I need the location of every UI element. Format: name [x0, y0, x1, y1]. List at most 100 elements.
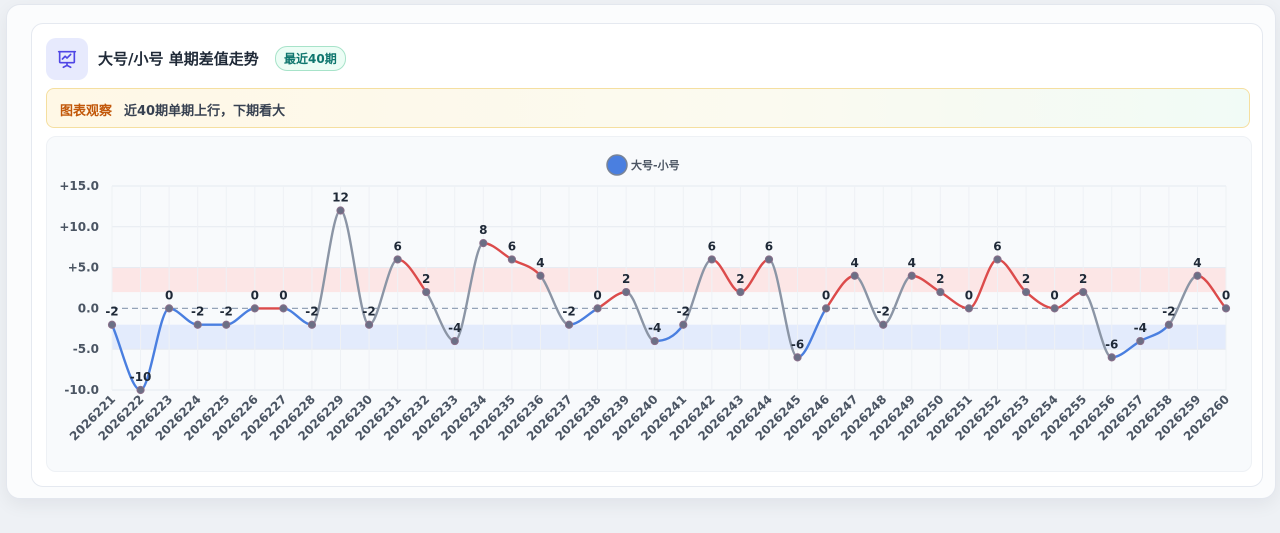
data-point: [450, 336, 459, 346]
data-point: [1107, 353, 1116, 362]
data-point: [1050, 304, 1059, 313]
series-line-segment: [139, 307, 171, 392]
data-label: 0: [251, 288, 259, 302]
data-point: [822, 304, 831, 313]
data-label: 2: [736, 272, 744, 286]
data-label: -4: [648, 321, 661, 335]
observation-text: 近40期单期上行，下期看大: [124, 104, 286, 119]
data-label: 4: [1193, 256, 1201, 270]
data-point: [307, 320, 317, 329]
data-label: -4: [448, 321, 461, 335]
y-tick-label: 0.0: [78, 301, 99, 315]
data-point: [1221, 304, 1231, 313]
data-point: [479, 239, 488, 248]
data-point: [107, 320, 117, 329]
y-tick-label: -5.0: [73, 342, 99, 356]
data-label: -2: [105, 305, 118, 319]
data-label: -2: [362, 305, 375, 319]
data-point: [993, 255, 1002, 264]
data-point: [1079, 287, 1088, 297]
data-label: -2: [677, 305, 690, 319]
data-label: 0: [165, 288, 173, 302]
data-label: 8: [479, 223, 487, 237]
series-line-segment: [339, 209, 371, 326]
series-line-segment: [1053, 290, 1085, 310]
data-label: 4: [536, 256, 544, 270]
data-point: [222, 320, 231, 329]
data-label: -2: [305, 305, 318, 319]
data-point: [679, 320, 688, 329]
data-point: [1193, 271, 1202, 280]
data-label: 2: [936, 272, 944, 286]
data-point: [507, 255, 516, 264]
data-point: [364, 320, 374, 329]
data-point: [736, 287, 745, 297]
data-point: [650, 336, 659, 346]
data-label: 6: [393, 239, 401, 253]
data-label: -10: [130, 370, 152, 384]
data-point: [193, 320, 202, 329]
positive-band: [112, 267, 1226, 293]
data-point: [936, 287, 945, 297]
chart-card: 大号/小号 单期差值走势 最近40期 图表观察 近40期单期上行，下期看大 +1…: [31, 23, 1263, 487]
outer-panel: 大号/小号 单期差值走势 最近40期 图表观察 近40期单期上行，下期看大 +1…: [6, 4, 1276, 499]
y-tick-label: +5.0: [68, 261, 99, 275]
data-label: -2: [1162, 305, 1175, 319]
data-point: [136, 385, 145, 395]
data-point: [393, 255, 402, 264]
data-label: 0: [822, 288, 830, 302]
data-label: 4: [850, 256, 858, 270]
data-point: [536, 271, 545, 280]
data-label: 2: [1079, 272, 1087, 286]
series-line-segment: [453, 241, 485, 343]
presentation-chart-icon: [46, 38, 88, 80]
data-point: [764, 255, 774, 264]
y-tick-label: +10.0: [59, 220, 99, 234]
data-label: 6: [708, 239, 716, 253]
data-point: [165, 304, 174, 313]
data-label: -6: [791, 337, 804, 351]
data-label: 0: [593, 288, 601, 302]
data-point: [907, 271, 916, 280]
legend-label: 大号-小号: [631, 158, 680, 172]
data-point: [250, 304, 259, 313]
data-label: 6: [508, 239, 516, 253]
data-label: -6: [1105, 337, 1118, 351]
data-point: [879, 320, 888, 329]
legend-marker: [606, 154, 628, 176]
data-point: [1136, 336, 1145, 346]
data-label: -2: [877, 305, 890, 319]
data-label: 12: [332, 190, 349, 204]
data-point: [793, 353, 802, 362]
data-label: 4: [908, 256, 916, 270]
series-line-segment: [767, 258, 799, 359]
data-label: 2: [622, 272, 630, 286]
data-label: 0: [965, 288, 973, 302]
line-chart: +15.0 +10.0 +5.0 0.0 -5.0 -10.0 -2 -10 0 -2 -2 0 0 -2…: [59, 154, 1232, 443]
data-label: 2: [1022, 272, 1030, 286]
data-label: -4: [1134, 321, 1147, 335]
observation-label: 图表观察: [60, 104, 113, 119]
data-label: 0: [1222, 288, 1230, 302]
observation-banner: 图表观察 近40期单期上行，下期看大: [46, 88, 1250, 128]
data-point: [707, 255, 716, 264]
data-point: [422, 287, 431, 297]
data-label: 2: [422, 272, 430, 286]
data-label: 6: [765, 239, 773, 253]
data-label: -2: [562, 305, 575, 319]
data-point: [1164, 320, 1173, 329]
data-label: 0: [279, 288, 287, 302]
series-line-segment: [596, 290, 628, 310]
data-point: [1021, 287, 1031, 297]
chart-title: 大号/小号 单期差值走势: [98, 50, 259, 68]
series-line-segment: [310, 209, 342, 326]
period-badge: 最近40期: [275, 46, 346, 71]
data-point: [564, 320, 574, 329]
data-point: [336, 206, 345, 215]
data-point: [279, 304, 288, 313]
data-point: [850, 271, 859, 280]
data-point: [622, 287, 631, 297]
data-point: [593, 304, 602, 313]
data-label: 0: [1050, 288, 1058, 302]
data-label: -2: [220, 305, 233, 319]
